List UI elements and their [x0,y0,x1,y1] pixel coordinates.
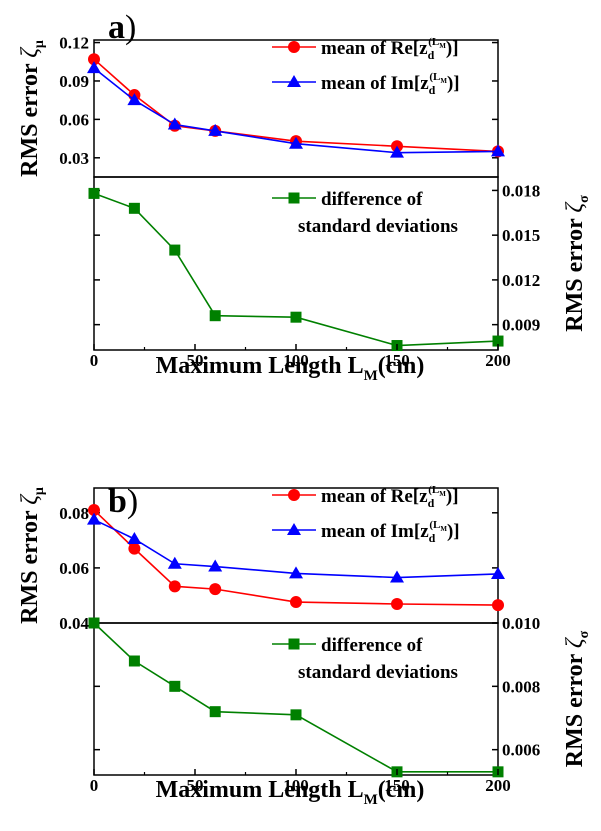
series-point-re [88,53,100,66]
top-y-tick-label: 0.09 [59,72,89,91]
series-point-im [289,136,303,149]
panel-label: b) [108,483,138,520]
x-axis-label: Maximum Length LM(cm) [156,777,425,808]
series-point-re [290,596,302,609]
x-tick-label: 0 [90,776,99,795]
legend-label-diff-line1: difference of [321,635,423,656]
series-point-im [289,566,303,579]
series-point-diff [209,706,221,718]
legend-label-diff-line2: standard deviations [298,662,458,683]
series-point-diff [128,655,140,667]
bottom-y-tick-label: 0.008 [502,677,540,696]
bottom-y-tick-label: 0.006 [502,741,540,760]
series-point-im [167,556,182,569]
x-tick-label: 100 [283,351,309,370]
series-point-im [208,559,223,572]
x-tick-label: 0 [90,351,99,370]
series-point-im [127,531,142,544]
legend-label-re: mean of Re[zd(LM)] [321,484,459,510]
series-point-diff [290,709,302,721]
series-point-diff [88,617,100,629]
top-y-axis-label: RMS error ζμ [17,487,47,624]
chart-panel-a: a) 0.03 0.06 0.09 0.12 RMS error ζμ mean of Re… [17,9,592,384]
series-point-re [88,504,100,517]
x-tick-label: 200 [485,351,511,370]
series-point-im [127,93,142,106]
top-y-tick-label: 0.03 [59,149,89,168]
series-point-im [87,512,101,525]
series-point-im [491,144,505,157]
series-point-diff [169,244,181,256]
legend-marker [288,638,300,650]
series-point-re [128,542,141,555]
bottom-y-tick-label: 0.009 [502,316,540,335]
series-point-re [492,599,504,612]
series-point-im [390,145,404,158]
top-y-tick-label: 0.08 [59,504,89,523]
series-point-re [391,597,403,610]
bottom-y-tick-label: 0.015 [502,226,540,245]
legend-label-re: mean of Re[zd(LM)] [321,36,459,62]
legend-marker [287,75,301,87]
panel-label: a) [108,9,136,46]
top-y-axis-label: RMS error ζμ [17,40,47,177]
series-point-im [87,61,101,74]
series-point-im [208,123,223,136]
legend-marker [287,523,301,535]
series-point-diff [88,187,100,199]
legend-marker [288,192,300,204]
series-point-re [209,583,222,596]
legend-marker [288,41,300,53]
legend-marker [288,489,300,501]
bottom-y-axis-label: RMS error ζσ [562,630,592,767]
x-tick-label: 100 [283,776,309,795]
bottom-y-tick-label: 0.018 [502,181,540,200]
legend-label-im: mean of Im[zd(LM)] [321,519,460,545]
legend-label-diff-line1: difference of [321,189,423,210]
x-tick-label: 150 [384,351,410,370]
top-y-tick-label: 0.06 [59,110,89,129]
series-point-diff [209,310,221,322]
series-point-diff [492,335,504,347]
top-y-tick-label: 0.06 [59,559,89,578]
bottom-y-tick-label: 0.012 [502,271,540,290]
bottom-y-tick-label: 0.010 [502,614,540,633]
x-tick-label: 150 [384,776,410,795]
series-point-diff [128,202,140,214]
x-tick-label: 50 [187,776,204,795]
top-plot-frame [93,39,499,178]
x-tick-label: 200 [485,776,511,795]
series-point-diff [290,311,302,323]
top-y-tick-label: 0.04 [59,614,89,633]
top-y-tick-label: 0.12 [59,34,89,53]
series-point-im [390,570,404,583]
series-point-diff [169,680,181,692]
legend-label-diff-line2: standard deviations [298,216,458,237]
series-point-re [168,580,181,593]
series-point-im [491,566,505,579]
bottom-y-axis-label: RMS error ζσ [562,195,592,332]
x-axis-label: Maximum Length LM(cm) [156,353,425,384]
x-tick-label: 50 [187,351,204,370]
series-point-im [167,117,182,130]
legend-label-im: mean of Im[zd(LM)] [321,71,460,97]
chart-panel-b: b) 0.04 0.06 0.08 RMS error ζμ mean of Re[zd(… [17,483,592,808]
